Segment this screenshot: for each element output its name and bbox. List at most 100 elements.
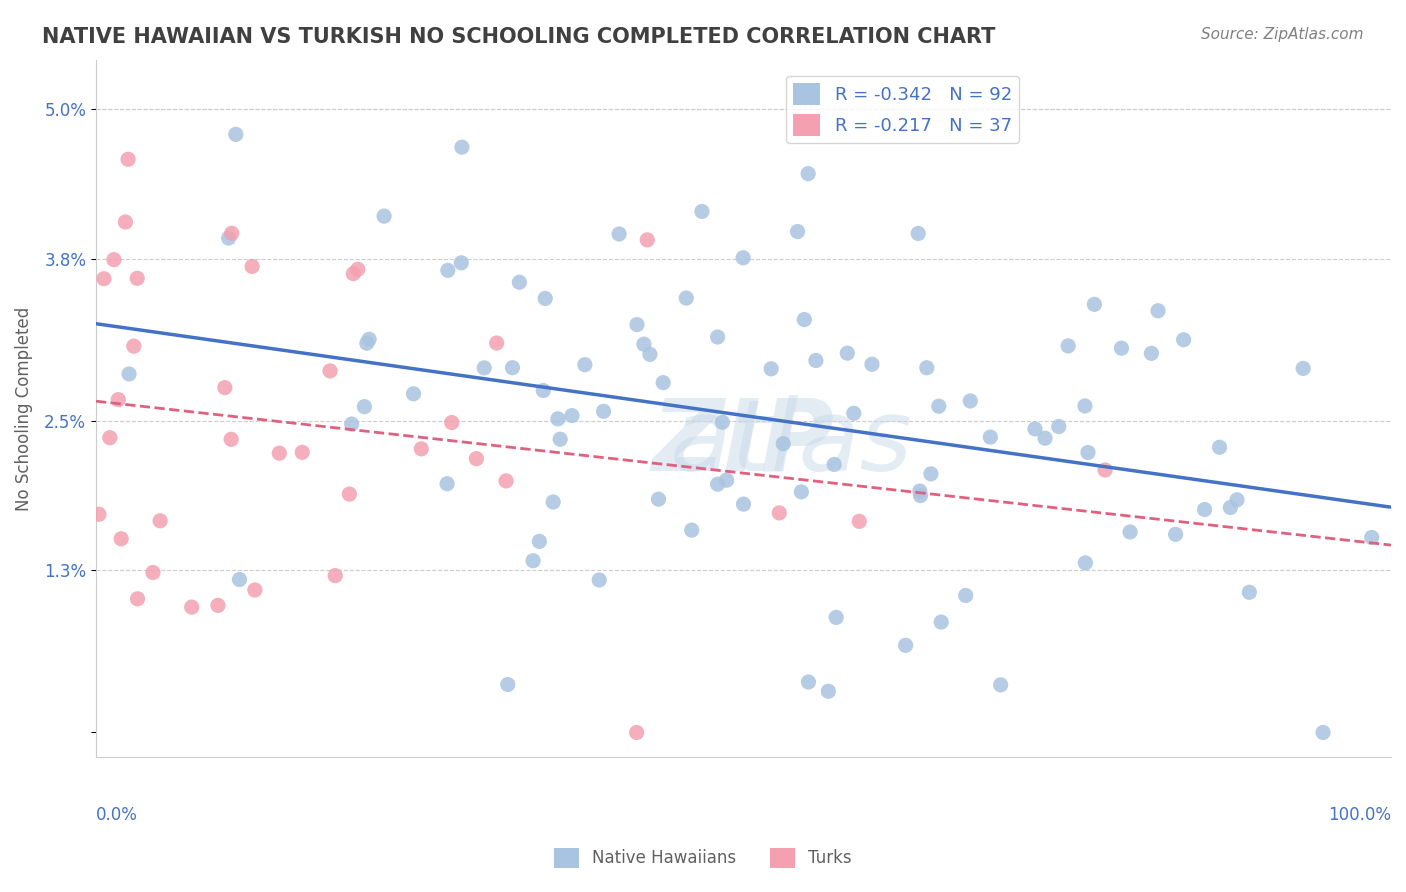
Point bbox=[706, 477, 728, 491]
Point bbox=[531, 384, 554, 398]
Point bbox=[342, 267, 364, 281]
Point bbox=[218, 231, 240, 245]
Point bbox=[243, 582, 266, 597]
Point bbox=[534, 292, 557, 306]
Point bbox=[1239, 585, 1261, 599]
Point bbox=[149, 514, 172, 528]
Point bbox=[180, 600, 202, 615]
Point bbox=[561, 409, 583, 423]
Point bbox=[1119, 524, 1142, 539]
Point bbox=[894, 638, 917, 652]
Point bbox=[979, 430, 1001, 444]
Point bbox=[920, 467, 942, 481]
Point bbox=[291, 445, 314, 459]
Point bbox=[501, 360, 523, 375]
Point bbox=[759, 361, 782, 376]
Point bbox=[450, 256, 472, 270]
Point bbox=[928, 399, 950, 413]
Point bbox=[221, 226, 243, 240]
Point bbox=[1077, 445, 1099, 459]
Y-axis label: No Schooling Completed: No Schooling Completed bbox=[15, 306, 32, 510]
Point bbox=[93, 271, 115, 285]
Point bbox=[860, 357, 883, 371]
Point bbox=[910, 489, 932, 503]
Point bbox=[495, 474, 517, 488]
Point bbox=[122, 339, 145, 353]
Point bbox=[706, 330, 728, 344]
Point bbox=[1208, 440, 1230, 454]
Point bbox=[716, 473, 738, 487]
Point bbox=[1094, 463, 1116, 477]
Point bbox=[110, 532, 132, 546]
Point bbox=[496, 677, 519, 691]
Point bbox=[733, 251, 755, 265]
Point bbox=[465, 451, 488, 466]
Point bbox=[127, 271, 149, 285]
Point bbox=[547, 412, 569, 426]
Point bbox=[1194, 502, 1216, 516]
Point bbox=[485, 336, 508, 351]
Point bbox=[508, 275, 530, 289]
Point bbox=[1292, 361, 1315, 376]
Point bbox=[915, 360, 938, 375]
Point bbox=[790, 484, 813, 499]
Legend: Native Hawaiians, Turks: Native Hawaiians, Turks bbox=[547, 841, 859, 875]
Point bbox=[437, 263, 460, 277]
Point bbox=[142, 566, 165, 580]
Point bbox=[842, 406, 865, 420]
Text: Source: ZipAtlas.com: Source: ZipAtlas.com bbox=[1201, 27, 1364, 42]
Point bbox=[1074, 556, 1097, 570]
Point bbox=[607, 227, 630, 241]
Point bbox=[804, 353, 827, 368]
Point bbox=[574, 358, 596, 372]
Point bbox=[638, 347, 661, 361]
Point bbox=[87, 508, 110, 522]
Text: ZIP: ZIP bbox=[652, 395, 835, 491]
Point bbox=[219, 432, 242, 446]
Point bbox=[797, 675, 820, 690]
Point bbox=[592, 404, 614, 418]
Legend: R = -0.342   N = 92, R = -0.217   N = 37: R = -0.342 N = 92, R = -0.217 N = 37 bbox=[786, 76, 1019, 143]
Point bbox=[353, 400, 375, 414]
Point bbox=[626, 725, 648, 739]
Point bbox=[402, 386, 425, 401]
Point bbox=[793, 312, 815, 326]
Point bbox=[107, 392, 129, 407]
Point bbox=[472, 360, 495, 375]
Point bbox=[929, 615, 952, 629]
Point bbox=[228, 573, 250, 587]
Point bbox=[681, 523, 703, 537]
Point bbox=[117, 153, 139, 167]
Point bbox=[1147, 303, 1170, 318]
Point bbox=[786, 225, 808, 239]
Point bbox=[1024, 422, 1046, 436]
Point bbox=[908, 483, 931, 498]
Point bbox=[588, 573, 610, 587]
Point bbox=[1057, 339, 1080, 353]
Point bbox=[825, 610, 848, 624]
Point bbox=[323, 568, 346, 582]
Point bbox=[127, 591, 149, 606]
Point bbox=[346, 262, 368, 277]
Point bbox=[768, 506, 790, 520]
Point bbox=[269, 446, 291, 460]
Point bbox=[436, 476, 458, 491]
Point bbox=[955, 589, 977, 603]
Text: atlas: atlas bbox=[575, 395, 912, 491]
Point bbox=[647, 492, 669, 507]
Point bbox=[626, 318, 648, 332]
Point bbox=[1140, 346, 1163, 360]
Point bbox=[959, 394, 981, 409]
Point bbox=[240, 260, 263, 274]
Point bbox=[633, 337, 655, 351]
Point bbox=[652, 376, 675, 390]
Point bbox=[340, 417, 363, 431]
Point bbox=[1083, 297, 1105, 311]
Point bbox=[797, 167, 820, 181]
Point bbox=[823, 458, 845, 472]
Point bbox=[1219, 500, 1241, 515]
Point bbox=[711, 415, 734, 429]
Text: 100.0%: 100.0% bbox=[1329, 806, 1391, 824]
Point bbox=[548, 432, 571, 446]
Point bbox=[690, 204, 713, 219]
